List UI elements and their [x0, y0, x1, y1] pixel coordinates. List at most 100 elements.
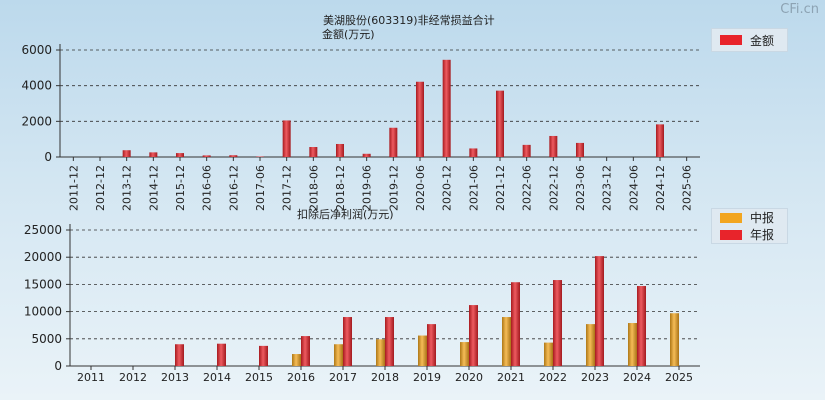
bar — [522, 144, 531, 157]
bar — [229, 155, 238, 157]
x-tick-label: 2021-12 — [494, 165, 507, 211]
y-tick-label: 25000 — [24, 223, 62, 237]
x-tick-label: 2025 — [665, 371, 693, 384]
y-tick-label: 0 — [54, 359, 62, 373]
bar — [202, 155, 211, 157]
watermark: CFi.cn — [780, 2, 819, 17]
x-tick-label: 2011 — [77, 371, 105, 384]
bar — [670, 313, 679, 366]
x-tick-label: 2023-12 — [601, 165, 614, 211]
legend-swatch — [720, 35, 742, 45]
bar — [259, 345, 268, 366]
x-tick-label: 2012 — [119, 371, 147, 384]
bar — [282, 120, 291, 157]
bar — [460, 342, 469, 366]
x-tick-label: 2023 — [581, 371, 609, 384]
y-tick-label: 10000 — [24, 305, 62, 319]
x-tick-label: 2020-12 — [441, 165, 454, 211]
legend-swatch — [720, 212, 742, 223]
y-tick-label: 6000 — [21, 43, 52, 57]
bar — [502, 317, 511, 366]
x-tick-label: 2017-06 — [254, 165, 267, 211]
x-tick-label: 2020 — [455, 371, 483, 384]
x-tick-label: 2019-06 — [361, 165, 374, 211]
x-tick-label: 2024 — [623, 371, 651, 384]
y-tick-label: 2000 — [21, 114, 52, 128]
bar — [256, 156, 264, 157]
chart1-title: 美湖股份(603319)非经常损益合计 — [323, 14, 495, 27]
bar — [343, 317, 352, 366]
legend-swatch — [720, 229, 742, 240]
bar — [176, 153, 184, 157]
x-tick-label: 2018-12 — [334, 165, 347, 211]
y-tick-label: 0 — [44, 150, 52, 164]
x-tick-label: 2013 — [161, 371, 189, 384]
x-tick-label: 2016-12 — [227, 165, 240, 211]
bar — [469, 305, 478, 366]
legend-item: 年报 — [712, 226, 787, 243]
x-tick-label: 2014-12 — [147, 165, 160, 211]
bar — [389, 127, 398, 157]
legend-label: 金额 — [750, 33, 775, 48]
x-tick-label: 2022 — [539, 371, 567, 384]
bar — [511, 282, 520, 366]
x-tick-label: 2016 — [287, 371, 315, 384]
x-tick-label: 2014 — [203, 371, 231, 384]
bar — [292, 354, 301, 366]
bar — [309, 147, 318, 157]
x-tick-label: 2015 — [245, 371, 273, 384]
legend-item: 中报 — [712, 209, 787, 226]
bar — [586, 324, 595, 366]
x-tick-label: 2016-06 — [201, 165, 214, 211]
bar — [469, 148, 478, 157]
bar — [385, 317, 394, 366]
chart1-subtitle: 金额(万元) — [322, 28, 375, 41]
bar — [637, 286, 646, 366]
x-tick-label: 2021-06 — [467, 165, 480, 211]
chart1-legend: 金额 — [711, 28, 788, 52]
x-tick-label: 2024-06 — [627, 165, 640, 211]
bar — [418, 335, 427, 366]
legend-item: 金额 — [712, 29, 787, 51]
x-tick-label: 2022-12 — [547, 165, 560, 211]
y-tick-label: 15000 — [24, 277, 62, 291]
bar — [549, 135, 558, 157]
bar — [362, 153, 371, 157]
bar — [217, 343, 226, 366]
bar — [656, 124, 664, 157]
y-tick-label: 4000 — [21, 79, 52, 93]
bar — [175, 344, 184, 366]
bar — [427, 324, 436, 366]
bar — [416, 81, 424, 157]
bar — [442, 59, 451, 157]
bar — [496, 90, 504, 157]
bar — [595, 256, 604, 366]
x-tick-label: 2015-12 — [174, 165, 187, 211]
x-tick-label: 2023-06 — [574, 165, 587, 211]
bar — [553, 280, 562, 366]
bar — [628, 323, 637, 366]
bar — [149, 152, 158, 157]
bar — [376, 339, 385, 366]
y-tick-label: 5000 — [31, 332, 62, 346]
x-tick-label: 2019 — [413, 371, 441, 384]
bar — [334, 344, 343, 366]
x-tick-label: 2017-12 — [281, 165, 294, 211]
x-tick-label: 2011-12 — [67, 165, 80, 211]
x-tick-label: 2021 — [497, 371, 525, 384]
x-tick-label: 2022-06 — [521, 165, 534, 211]
bar — [576, 142, 584, 157]
x-tick-label: 2024-12 — [654, 165, 667, 211]
y-tick-label: 20000 — [24, 250, 62, 264]
x-tick-label: 2018 — [371, 371, 399, 384]
bar — [301, 336, 310, 366]
bar — [544, 342, 553, 366]
x-tick-label: 2020-06 — [414, 165, 427, 211]
chart2-legend: 中报 年报 — [711, 208, 788, 244]
x-tick-label: 2013-12 — [121, 165, 134, 211]
x-tick-label: 2019-12 — [387, 165, 400, 211]
bar — [336, 143, 344, 157]
legend-label: 中报 — [750, 211, 775, 225]
